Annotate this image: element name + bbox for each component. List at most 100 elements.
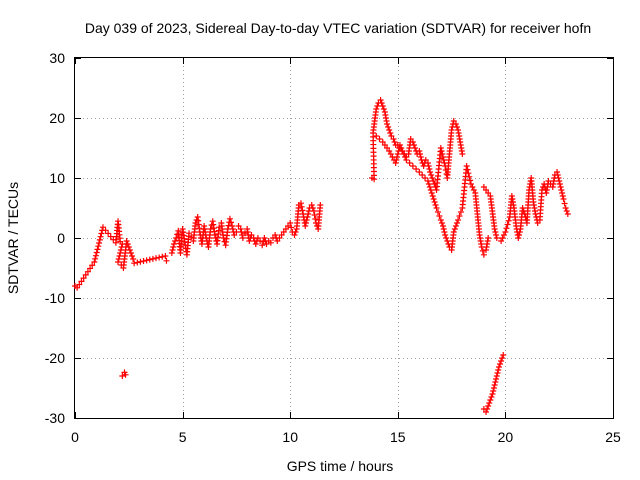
data-point (380, 106, 387, 112)
data-point (127, 250, 134, 256)
data-point (439, 151, 446, 157)
data-point (261, 235, 268, 241)
data-point (439, 154, 446, 160)
data-point (436, 213, 443, 219)
x-tick-label: 5 (179, 429, 187, 445)
data-point (470, 187, 477, 193)
data-point (409, 139, 416, 145)
data-point (563, 208, 570, 214)
data-point (211, 232, 218, 238)
data-point (483, 409, 490, 415)
data-point (379, 103, 386, 109)
data-point (116, 253, 123, 259)
data-point (226, 215, 233, 222)
data-point (153, 255, 160, 262)
data-point (419, 172, 426, 178)
data-point (499, 355, 506, 361)
data-point (453, 124, 460, 130)
data-point (105, 230, 112, 237)
data-point (168, 250, 175, 256)
data-point (451, 226, 458, 232)
data-point (272, 232, 279, 238)
data-point (96, 240, 103, 247)
data-point (129, 253, 136, 259)
data-point (417, 154, 424, 160)
data-point (115, 259, 122, 265)
data-point (89, 262, 96, 269)
data-point (452, 121, 459, 127)
y-tick-label: -20 (45, 350, 65, 366)
data-point (125, 244, 132, 250)
data-point (399, 148, 406, 154)
data-point (228, 219, 235, 226)
data-point (438, 220, 445, 226)
data-point (554, 172, 561, 178)
data-point (457, 209, 464, 215)
data-point (130, 256, 137, 262)
data-point (309, 205, 316, 211)
data-point (229, 226, 236, 232)
data-point (305, 211, 312, 217)
data-point (169, 247, 176, 253)
data-point (420, 163, 427, 169)
data-point (426, 184, 433, 190)
data-point (441, 229, 448, 235)
data-point (502, 229, 509, 235)
data-point (267, 239, 274, 246)
data-point (394, 154, 401, 160)
data-point (385, 124, 392, 130)
data-point (126, 247, 133, 253)
data-point (440, 157, 447, 163)
data-point (557, 184, 564, 190)
data-point (500, 232, 507, 238)
data-point (394, 151, 401, 157)
data-point (92, 252, 99, 259)
data-point (429, 175, 436, 181)
data-point (561, 200, 568, 207)
data-point (491, 382, 498, 388)
data-point (298, 203, 305, 210)
y-tick-label: -30 (45, 410, 65, 426)
data-point (386, 127, 393, 133)
data-point (140, 258, 147, 265)
data-point (558, 187, 565, 193)
data-point (505, 217, 512, 224)
data-point (378, 100, 385, 106)
data-point (156, 254, 163, 261)
data-point (443, 235, 450, 241)
data-point (485, 235, 492, 241)
data-point (426, 166, 433, 172)
data-point (516, 232, 523, 238)
data-point (425, 181, 432, 187)
plot-frame (74, 57, 614, 419)
data-point (485, 403, 492, 409)
data-point (497, 361, 504, 367)
data-point (490, 388, 497, 394)
data-point (469, 184, 476, 190)
data-point (207, 226, 214, 232)
data-point (242, 230, 249, 237)
data-point (532, 211, 539, 217)
data-point (493, 232, 500, 238)
data-point (490, 385, 497, 391)
data-point (442, 232, 449, 238)
data-point (515, 235, 522, 241)
data-point (74, 284, 81, 291)
y-tick-label: -10 (45, 290, 65, 306)
data-point (97, 233, 104, 240)
x-tick-label: 10 (282, 429, 298, 445)
data-point (233, 229, 240, 235)
x-tick-label: 25 (605, 429, 621, 445)
data-point (413, 166, 420, 172)
data-point (312, 216, 319, 222)
data-point (292, 229, 299, 235)
data-point (559, 190, 566, 196)
data-point (424, 178, 431, 184)
data-point (428, 172, 435, 178)
data-point (391, 139, 398, 145)
data-point (498, 358, 505, 364)
data-point (87, 265, 94, 272)
data-point (92, 255, 99, 262)
data-point (409, 163, 416, 169)
